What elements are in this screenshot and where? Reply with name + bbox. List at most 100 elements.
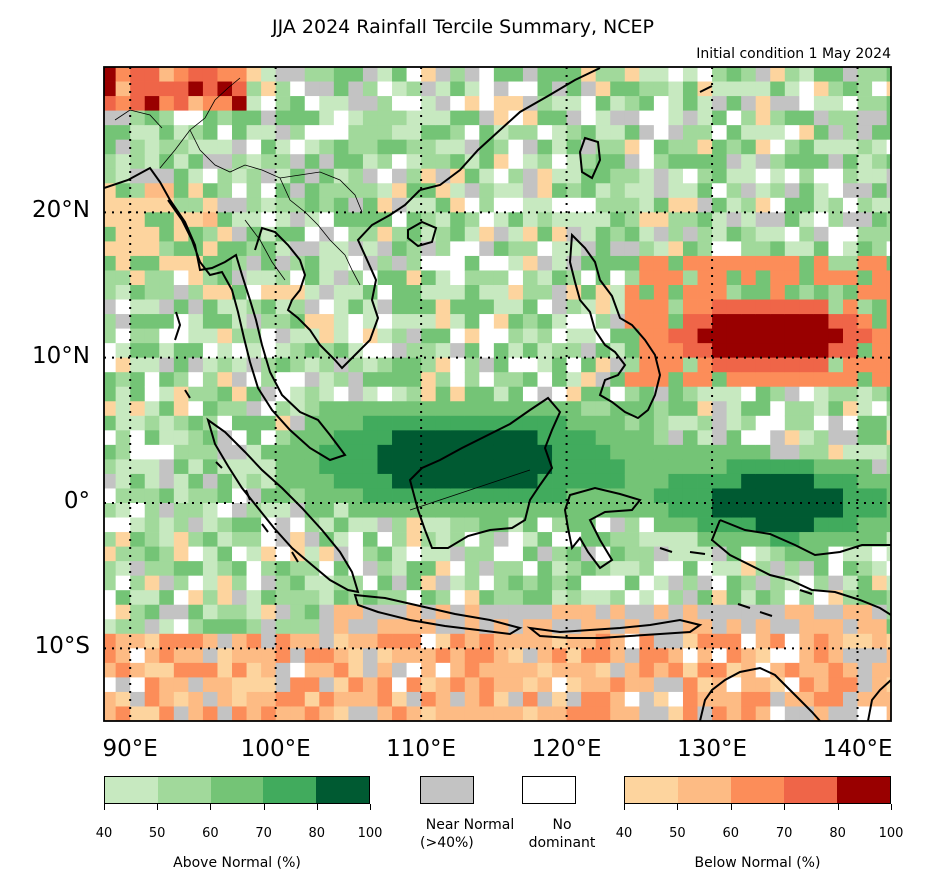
tercile-cell (406, 473, 422, 489)
tercile-cell (232, 648, 247, 664)
tercile-cell (421, 575, 437, 591)
tercile-cell (144, 139, 160, 155)
tercile-cell (377, 561, 393, 577)
tercile-cell (275, 503, 291, 518)
tercile-cell (290, 343, 306, 359)
tercile-cell (581, 648, 597, 664)
tercile-cell (421, 314, 437, 329)
tercile-cell (362, 444, 378, 460)
tercile-cell (188, 619, 204, 635)
no-dominant-swatch (522, 776, 576, 804)
tercile-cell (362, 401, 378, 417)
tercile-cell (435, 459, 451, 475)
tercile-cell (232, 96, 247, 111)
tercile-cell (566, 401, 582, 417)
tercile-cell (435, 401, 451, 417)
tercile-cell (202, 503, 218, 518)
tercile-cell (828, 401, 844, 417)
tercile-cell (595, 706, 611, 721)
tercile-cell (639, 168, 655, 184)
tercile-cell (464, 154, 480, 170)
tercile-cell (872, 444, 888, 460)
tercile-cell (406, 314, 422, 329)
tercile-cell (770, 691, 786, 707)
tercile-cell (595, 241, 611, 257)
tercile-cell (799, 532, 815, 547)
tercile-cell (464, 401, 480, 417)
tercile-cell (377, 110, 393, 126)
tercile-cell (857, 96, 873, 111)
tercile-cell (610, 619, 626, 635)
tercile-cell (304, 110, 320, 126)
tercile-cell (421, 154, 437, 170)
tercile-cell (333, 677, 349, 693)
tercile-cell (537, 372, 553, 388)
tercile-cell (508, 415, 524, 431)
tercile-cell (726, 226, 742, 242)
tercile-cell (682, 183, 698, 199)
tercile-cell (537, 197, 553, 213)
tercile-cell (144, 154, 160, 170)
tercile-cell (377, 255, 393, 271)
tercile-cell (450, 255, 466, 271)
tercile-cell (377, 314, 393, 329)
tercile-cell (348, 343, 364, 359)
tercile-cell (668, 444, 684, 460)
longitude-label: 130°E (677, 736, 748, 762)
tercile-cell (522, 430, 538, 446)
tercile-cell (275, 662, 291, 678)
tercile-cell (348, 633, 364, 649)
tercile-cell (362, 139, 378, 155)
tercile-cell (115, 532, 131, 547)
tercile-cell (682, 633, 698, 649)
tercile-cell (232, 285, 247, 300)
tercile-cell (377, 96, 393, 111)
tercile-cell (610, 139, 626, 155)
tercile-cell (581, 590, 597, 606)
tercile-cell (435, 96, 451, 111)
tercile-cell (726, 386, 742, 402)
tercile-cell (813, 212, 829, 228)
tercile-cell (624, 706, 640, 721)
tercile-cell (202, 415, 218, 431)
tercile-cell (130, 648, 146, 664)
tercile-cell (813, 386, 829, 402)
tercile-cell (886, 677, 891, 693)
tercile-cell (261, 677, 277, 693)
tercile-cell (202, 590, 218, 606)
tercile-cell (479, 110, 495, 126)
tercile-cell (799, 691, 815, 707)
tercile-cell (493, 255, 509, 271)
tercile-cell (552, 648, 567, 664)
tercile-cell (697, 488, 713, 504)
below-normal-title: Below Normal (%) (694, 855, 821, 871)
tercile-cell (610, 575, 626, 591)
tercile-cell (552, 503, 567, 518)
tercile-cell (261, 532, 277, 547)
tercile-cell (784, 285, 800, 300)
tercile-cell (697, 386, 713, 402)
tercile-cell (377, 168, 393, 184)
tercile-cell (813, 575, 829, 591)
tercile-cell (857, 372, 873, 388)
tercile-cell (348, 459, 364, 475)
tercile-cell (159, 154, 175, 170)
tercile-cell (493, 488, 509, 504)
tercile-cell (828, 691, 844, 707)
tercile-cell (333, 561, 349, 577)
tercile-cell (726, 604, 742, 620)
tercile-cell (653, 270, 669, 286)
tercile-cell (130, 81, 146, 97)
tercile-cell (537, 415, 553, 431)
tercile-cell (144, 81, 160, 97)
tercile-cell (362, 662, 378, 678)
tercile-cell (770, 619, 786, 635)
tercile-cell (741, 125, 757, 141)
tercile-cell (319, 386, 335, 402)
tercile-cell (668, 677, 684, 693)
tercile-cell (639, 633, 655, 649)
tercile-cell (104, 532, 117, 547)
below-normal-colorbar (624, 776, 891, 804)
tercile-cell (188, 691, 204, 707)
tercile-cell (668, 139, 684, 155)
